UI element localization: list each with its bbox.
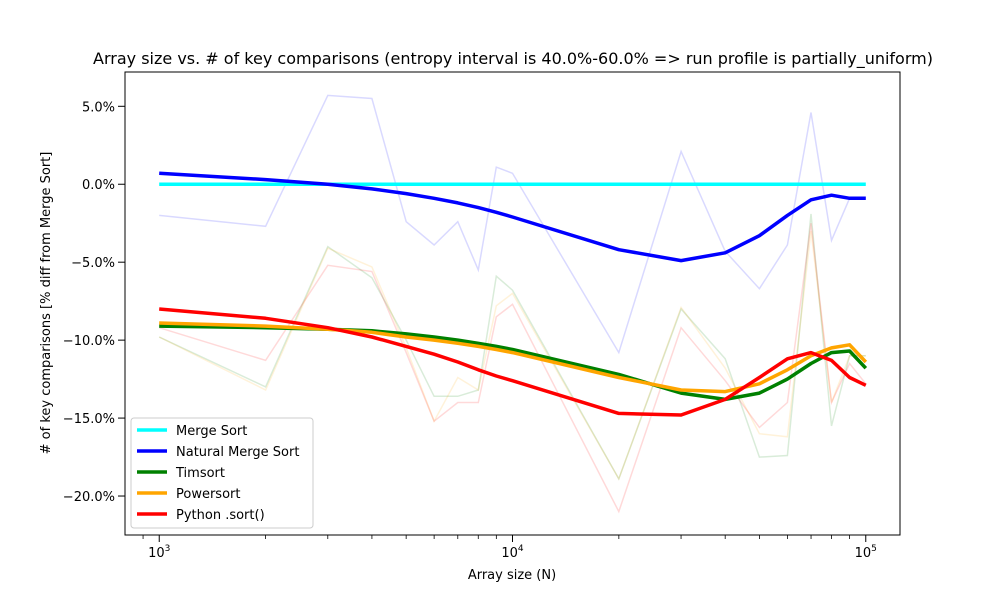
x-axis: 103 104 105 [142,535,877,561]
x-tick-label-1: 104 [501,544,524,561]
y-tick-label-1: 0.0% [82,178,115,193]
y-tick-label-3: −10.0% [63,334,115,349]
series-line-3 [159,321,868,394]
legend: Merge Sort Natural Merge Sort Timsort Power… [130,417,314,529]
legend-label-2: Timsort [175,466,225,481]
x-axis-label: Array size (N) [468,568,556,583]
raw-line-3 [158,230,866,481]
smoothed-series-lines [159,171,868,417]
series-line-1 [159,171,866,263]
y-tick-label-4: −15.0% [63,412,115,427]
legend-label-4: Python .sort() [176,508,265,523]
y-tick-label-5: −20.0% [63,490,115,505]
raw-line-4 [158,223,867,514]
legend-label-3: Powersort [176,487,240,502]
x-tick-label-0: 103 [148,544,170,561]
chart-title: Array size vs. # of key comparisons (ent… [93,49,933,69]
raw-line-2 [158,213,866,481]
legend-label-1: Natural Merge Sort [176,445,299,460]
raw-series-lines [158,94,867,514]
y-tick-label-0: 5.0% [82,100,115,115]
x-tick-label-2: 105 [855,544,877,561]
legend-label-0: Merge Sort [176,424,247,439]
y-axis: 5.0% 0.0% −5.0% −10.0% −15.0% −20.0% [63,100,125,505]
raw-line-1 [159,94,866,355]
legend-box [130,417,314,529]
y-axis-label: # of key comparisons [% diff from Merge … [39,152,54,455]
series-line-4 [159,307,867,417]
y-tick-label-2: −5.0% [71,256,115,271]
